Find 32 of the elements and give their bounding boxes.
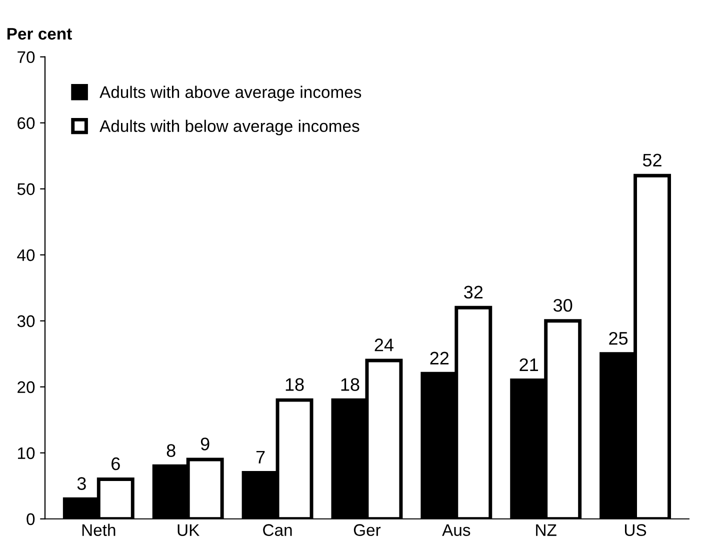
x-tick-label: Can <box>263 524 292 536</box>
data-label: 3 <box>77 477 86 490</box>
data-label: 22 <box>430 352 449 364</box>
x-tick-label: Aus <box>442 524 470 536</box>
y-tick-label: 20 <box>18 381 35 394</box>
data-label: 21 <box>520 358 538 371</box>
data-label: 18 <box>341 378 360 391</box>
y-tick-label: 10 <box>18 447 35 460</box>
data-label: 52 <box>642 154 662 167</box>
data-label: 24 <box>374 338 394 352</box>
y-tick-label: 70 <box>18 51 35 64</box>
y-tick-label: 0 <box>26 513 35 526</box>
y-tick-label: 40 <box>17 249 35 262</box>
data-label: 9 <box>200 438 210 450</box>
x-tick-label: US <box>624 524 646 536</box>
data-label: 7 <box>256 450 265 464</box>
data-label: 8 <box>166 444 176 457</box>
y-tick-label: 50 <box>17 183 35 196</box>
x-tick-label: UK <box>178 524 200 536</box>
data-label: 30 <box>553 298 572 312</box>
x-tick-label: NZ <box>536 524 556 536</box>
legend-label: Adults with below average incomes <box>100 120 360 136</box>
x-tick-label: Neth <box>82 524 116 536</box>
data-label: 6 <box>112 457 120 470</box>
x-tick-label: Ger <box>354 524 381 536</box>
y-axis-title: Per cent <box>7 28 72 40</box>
y-tick-label: 30 <box>17 315 35 328</box>
data-label: 32 <box>464 286 483 299</box>
data-label: 25 <box>609 332 628 345</box>
y-tick-label: 60 <box>18 117 35 130</box>
data-label: 18 <box>286 378 304 391</box>
legend-label: Adults with above average incomes <box>100 86 362 102</box>
